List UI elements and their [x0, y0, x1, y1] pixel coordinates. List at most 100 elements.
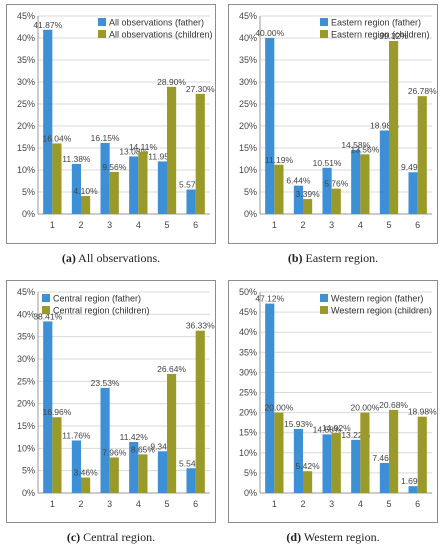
bar-children — [167, 86, 177, 214]
y-tick-label: 25% — [17, 99, 35, 109]
bar-children — [81, 477, 91, 493]
y-tick-label: 35% — [239, 347, 257, 357]
data-label: 9.56% — [102, 162, 127, 172]
y-tick-label: 45% — [239, 307, 257, 317]
legend-label: Eastern region (children) — [331, 30, 430, 40]
bar-children — [274, 164, 284, 214]
legend-swatch — [320, 18, 328, 26]
legend-label: All observations (father) — [109, 18, 204, 28]
y-tick-label: 30% — [17, 77, 35, 87]
x-tick-label: 1 — [50, 220, 55, 230]
data-label: 14.92% — [322, 423, 351, 433]
bar-father — [322, 167, 332, 214]
x-tick-label: 5 — [386, 220, 391, 230]
data-label: 5.57% — [179, 179, 204, 189]
caption-western-region: (d) Western region. — [228, 530, 438, 545]
y-tick-label: 45% — [239, 11, 257, 21]
y-tick-label: 0% — [244, 209, 257, 219]
x-tick-label: 4 — [358, 499, 363, 509]
bar-father — [186, 468, 196, 493]
bar-children — [109, 457, 119, 493]
y-tick-label: 20% — [239, 408, 257, 418]
bar-father — [100, 387, 110, 493]
bar-father — [293, 185, 303, 214]
legend-label: Central region (children) — [53, 306, 150, 316]
y-tick-label: 0% — [22, 209, 35, 219]
caption-text: Central region. — [83, 530, 156, 544]
data-label: 3.46% — [74, 468, 99, 478]
y-tick-label: 10% — [17, 165, 35, 175]
y-tick-label: 30% — [239, 367, 257, 377]
legend-label: All observations (children) — [109, 30, 213, 40]
data-label: 10.51% — [313, 158, 342, 168]
x-tick-label: 4 — [136, 499, 141, 509]
data-label: 20.68% — [379, 400, 408, 410]
data-label: 4.10% — [74, 186, 99, 196]
data-label: 11.38% — [62, 154, 91, 164]
x-tick-label: 2 — [78, 220, 83, 230]
bar-children — [331, 188, 341, 214]
caption-text: All observations. — [78, 251, 161, 265]
bar-father — [129, 441, 139, 493]
y-tick-label: 5% — [244, 187, 257, 197]
x-tick-label: 1 — [272, 499, 277, 509]
legend-swatch — [98, 30, 106, 38]
data-label: 14.58% — [313, 424, 342, 434]
data-label: 9.34% — [150, 441, 175, 451]
legend-label: Western region (children) — [331, 306, 432, 316]
data-label: 5.76% — [324, 179, 349, 189]
chart-all-observations: 0% 5% 10% 15% 20% 25% 30% 35% 40% 45% 1 41.87% 16.04… — [6, 4, 216, 244]
x-tick-label: 5 — [386, 499, 391, 509]
x-tick-label: 3 — [329, 220, 334, 230]
bar-children — [417, 416, 427, 493]
bar-father — [43, 29, 53, 214]
data-label: 13.22% — [341, 430, 370, 440]
x-tick-label: 6 — [193, 220, 198, 230]
bar-father — [100, 142, 110, 214]
bar-children — [360, 154, 370, 214]
bar-father — [379, 130, 389, 214]
data-label: 11.76% — [62, 430, 91, 440]
y-tick-label: 50% — [239, 287, 257, 297]
data-label: 15.93% — [284, 419, 313, 429]
data-label: 36.33% — [186, 321, 215, 331]
data-label: 13.56% — [350, 144, 379, 154]
x-tick-label: 5 — [164, 499, 169, 509]
bar-father — [322, 434, 332, 493]
data-label: 11.95% — [148, 151, 177, 161]
x-tick-label: 4 — [136, 220, 141, 230]
legend-swatch — [42, 294, 50, 302]
y-tick-label: 25% — [239, 99, 257, 109]
x-tick-label: 5 — [164, 220, 169, 230]
bar-father — [293, 428, 303, 493]
data-label: 11.19% — [265, 155, 294, 165]
data-label: 16.96% — [42, 407, 71, 417]
data-label: 14.11% — [129, 142, 158, 152]
bar-father — [408, 172, 418, 214]
y-tick-label: 45% — [17, 11, 35, 21]
caption-text: Eastern region. — [305, 251, 379, 265]
data-label: 47.12% — [255, 294, 284, 304]
y-tick-label: 25% — [239, 388, 257, 398]
x-tick-label: 6 — [415, 499, 420, 509]
x-tick-label: 1 — [50, 499, 55, 509]
bar-father — [43, 321, 53, 493]
bar-father — [129, 156, 139, 214]
x-tick-label: 1 — [272, 220, 277, 230]
x-tick-label: 3 — [329, 499, 334, 509]
bar-children — [109, 171, 119, 214]
data-label: 14.58% — [341, 140, 370, 150]
y-tick-label: 20% — [17, 121, 35, 131]
data-label: 39.32% — [379, 31, 408, 41]
x-tick-label: 2 — [300, 220, 305, 230]
bar-children — [389, 40, 399, 214]
bar-father — [408, 486, 418, 493]
y-tick-label: 15% — [17, 421, 35, 431]
y-tick-label: 10% — [239, 165, 257, 175]
bar-children — [138, 151, 148, 214]
y-tick-label: 5% — [244, 468, 257, 478]
bar-children — [81, 195, 91, 214]
x-tick-label: 6 — [415, 220, 420, 230]
bar-children — [331, 433, 341, 493]
data-label: 20.00% — [264, 403, 293, 413]
